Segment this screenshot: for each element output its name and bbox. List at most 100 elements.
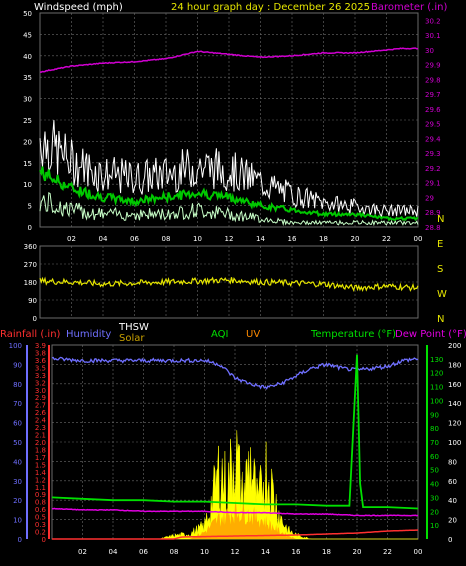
hour-tick: 00 [414, 548, 423, 556]
rainfall-tick: 3.9 [35, 342, 46, 350]
temperature-tick: 100 [430, 397, 443, 405]
humidity-tick: 100 [9, 342, 22, 350]
uv-area [52, 500, 418, 539]
temperature-tick: 10 [430, 522, 439, 530]
barometer-line [40, 47, 418, 73]
hour-tick: 08 [170, 548, 179, 556]
dewpoint-axis-title: Dew Point (°F) [395, 329, 466, 340]
barometer-tick: 29.5 [425, 121, 441, 129]
temperature-tick: 80 [430, 425, 439, 433]
windspeed-tick: 0 [28, 224, 32, 232]
hour-tick: 20 [351, 235, 360, 243]
rainfall-tick: 2.6 [35, 409, 47, 417]
rainfall-tick: 0 [42, 536, 46, 544]
compass-label: S [437, 264, 443, 275]
uv-axis-title: UV [246, 329, 260, 340]
windspeed-tick: 5 [28, 203, 32, 211]
hour-tick: 18 [322, 548, 331, 556]
barometer-tick: 30.2 [425, 17, 441, 25]
hour-tick: 12 [231, 548, 240, 556]
compass-label: N [437, 214, 444, 225]
barometer-tick: 29.7 [425, 91, 441, 99]
barometer-tick: 29 [425, 194, 434, 202]
hour-tick: 14 [256, 235, 265, 243]
solar-tick: 40 [448, 497, 457, 505]
solar-axis-title: Solar [119, 333, 145, 344]
humidity-tick: 40 [13, 458, 22, 466]
windspeed-tick: 15 [23, 160, 32, 168]
hour-tick: 06 [130, 235, 139, 243]
barometer-tick: 28.9 [425, 209, 441, 217]
compass-label: E [437, 239, 443, 250]
hour-tick: 04 [109, 548, 118, 556]
rainfall-line [52, 529, 419, 540]
barometer-tick: 30.1 [425, 32, 441, 40]
rainfall-tick: 3.8 [35, 349, 46, 357]
temperature-tick: 40 [430, 481, 439, 489]
wind-axes: 0 5 10 15 20 25 30 35 40 45 50 28.8 28.9 29 29.1 29.2 29… [23, 10, 441, 243]
rainfall-tick: 3.3 [35, 372, 46, 380]
humidity-axis-title: Humidity [66, 329, 111, 340]
rainfall-tick: 1.5 [35, 461, 46, 469]
hour-tick: 12 [225, 235, 234, 243]
direction-tick: 360 [24, 243, 37, 251]
temperature-tick: 130 [430, 356, 443, 364]
thsw-label: THSW [118, 322, 149, 333]
hour-tick: 02 [67, 235, 76, 243]
barometer-tick: 29.1 [425, 180, 441, 188]
compass-label: W [437, 289, 447, 300]
barometer-tick: 29.2 [425, 165, 441, 173]
rainfall-tick: 0.8 [35, 499, 46, 507]
windspeed-axis-title: Windspeed (mph) [34, 2, 123, 13]
compass-label: N [437, 314, 444, 325]
rainfall-tick: 3.0 [35, 387, 46, 395]
hour-tick: 00 [414, 235, 423, 243]
hour-tick: 02 [78, 548, 87, 556]
windspeed-tick: 45 [23, 31, 32, 39]
rainfall-tick: 3.5 [35, 364, 46, 372]
hour-tick: 16 [292, 548, 301, 556]
wind-gust-line [39, 120, 419, 218]
solar-tick: 20 [448, 517, 457, 525]
direction-series [39, 276, 419, 293]
hour-tick: 10 [193, 235, 202, 243]
direction-tick: 90 [28, 297, 37, 305]
hour-tick: 06 [139, 548, 148, 556]
rainfall-tick: 0.3 [35, 521, 46, 529]
rainfall-tick: 3.6 [35, 357, 47, 365]
temperature-tick: 20 [430, 508, 439, 516]
rainfall-tick: 2.7 [35, 402, 46, 410]
solar-tick: 160 [448, 381, 461, 389]
windspeed-tick: 20 [23, 138, 32, 146]
rainfall-tick: 1.8 [35, 446, 46, 454]
rainfall-axis-title: Rainfall (.in) [0, 329, 61, 340]
rainfall-tick: 0.2 [35, 529, 46, 537]
rainfall-tick: 1.1 [35, 484, 46, 492]
rainfall-tick: 1.4 [35, 469, 47, 477]
rainfall-tick: 2.1 [35, 432, 46, 440]
climate-series [51, 354, 419, 540]
humidity-tick: 30 [13, 478, 22, 486]
solar-tick: 100 [448, 439, 461, 447]
hour-tick: 14 [261, 548, 270, 556]
direction-axes: 0 90 180 270 360 N W S E N [24, 214, 447, 325]
humidity-tick: 10 [13, 517, 22, 525]
temperature-tick: 70 [430, 439, 439, 447]
direction-tick: 180 [24, 279, 37, 287]
dewpoint-line [52, 507, 419, 517]
rainfall-tick: 2.9 [35, 394, 46, 402]
temperature-tick: 50 [430, 467, 439, 475]
solar-tick: 80 [448, 458, 457, 466]
windspeed-tick: 50 [23, 10, 32, 18]
humidity-tick: 70 [13, 400, 22, 408]
barometer-tick: 28.8 [425, 224, 441, 232]
rainfall-tick: 1.7 [35, 454, 46, 462]
barometer-tick: 30 [425, 47, 434, 55]
rainfall-tick: 0.5 [35, 514, 46, 522]
hour-tick: 22 [383, 548, 392, 556]
barometer-tick: 29.9 [425, 62, 441, 70]
solar-tick: 60 [448, 478, 457, 486]
barometer-axis-title: Barometer (.in) [371, 2, 447, 13]
direction-tick: 270 [24, 261, 37, 269]
